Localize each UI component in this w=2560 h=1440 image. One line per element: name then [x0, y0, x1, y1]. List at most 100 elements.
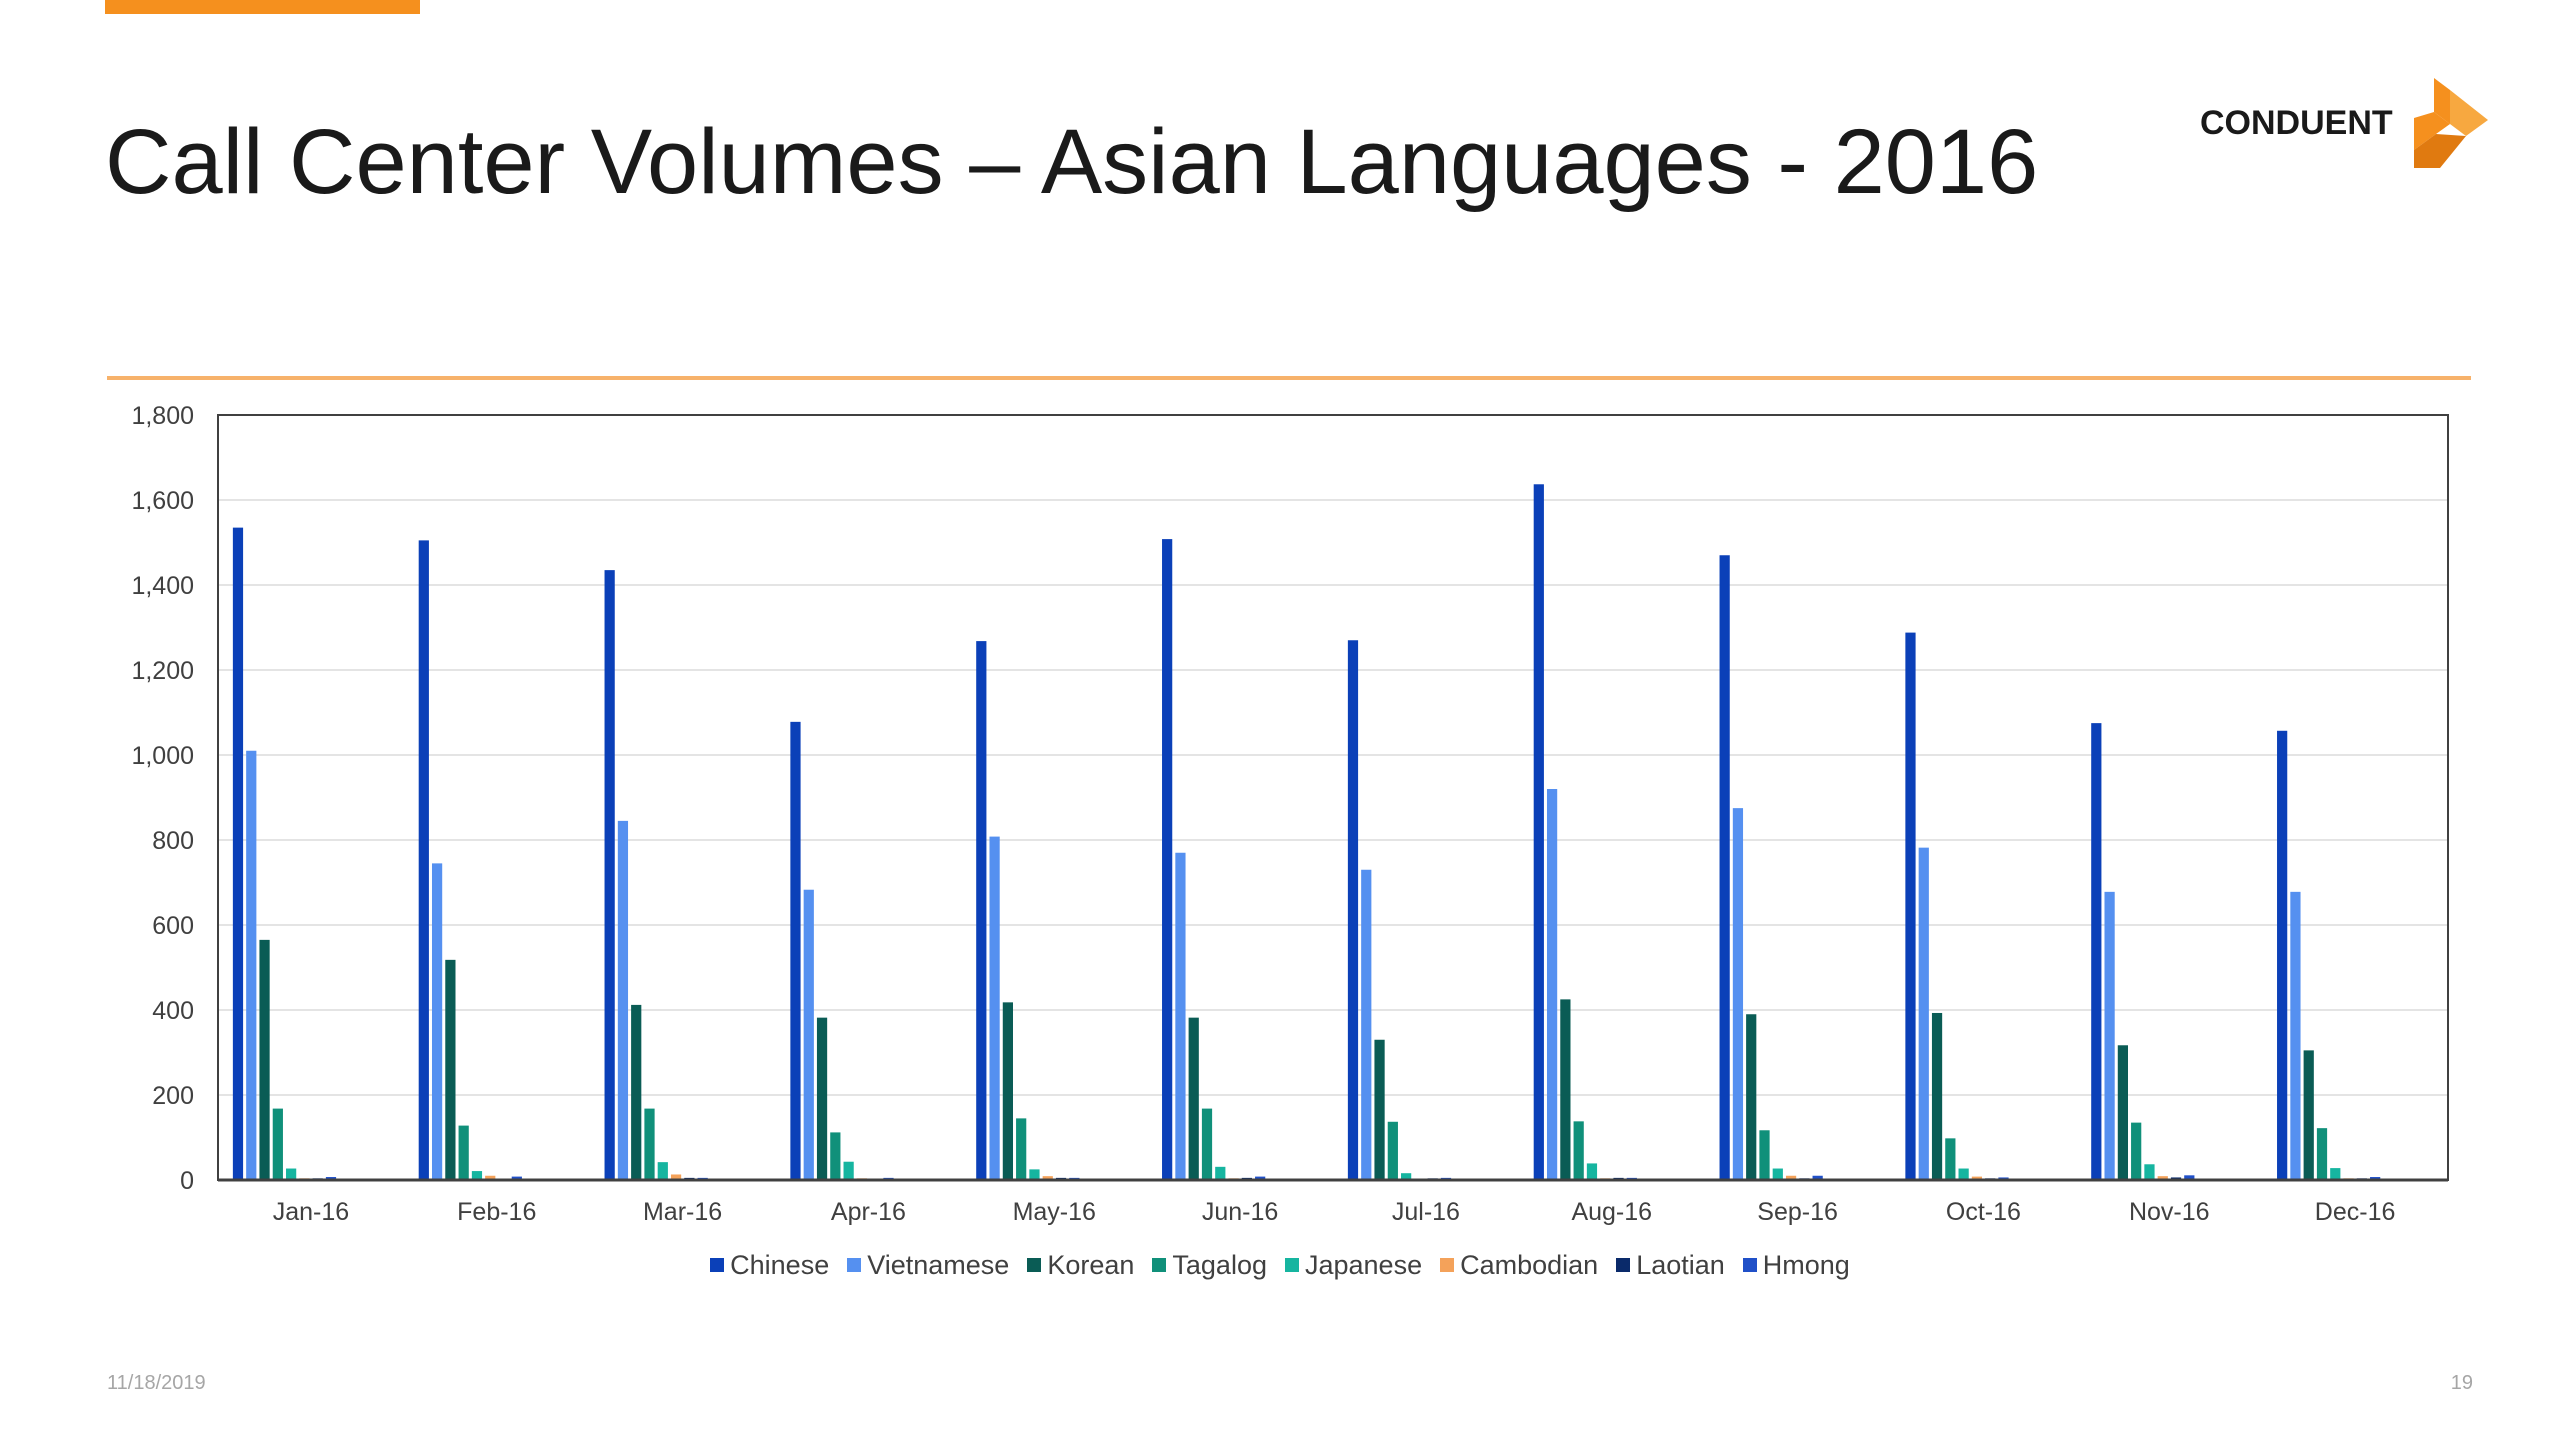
legend-item: Hmong — [1742, 1249, 1850, 1281]
bar-korean — [1931, 1012, 1943, 1180]
bar-korean — [1002, 1002, 1013, 1180]
bar-vietnamese — [1175, 852, 1186, 1180]
y-tick-label: 1,200 — [131, 657, 194, 685]
legend-label: Cambodian — [1460, 1249, 1599, 1280]
bar-korean — [1560, 999, 1571, 1180]
bar-japanese — [843, 1161, 854, 1180]
bar-chinese — [2091, 723, 2102, 1180]
bar-chinese — [2277, 730, 2288, 1180]
bar-japanese — [1586, 1163, 1598, 1180]
legend-swatch — [1440, 1258, 1455, 1272]
legend-item: Korean — [1027, 1250, 1134, 1281]
bar-tagalog — [1945, 1138, 1956, 1180]
slide-title: Call Center Volumes – Asian Languages - … — [105, 111, 2039, 213]
bar-korean — [259, 939, 270, 1180]
y-tick-label: 1,400 — [131, 572, 194, 600]
legend-item: Japanese — [1284, 1249, 1423, 1281]
legend-label: Hmong — [1762, 1249, 1850, 1280]
bar-vietnamese — [2290, 891, 2301, 1180]
bar-vietnamese — [2104, 891, 2115, 1180]
legend-label: Chinese — [730, 1249, 830, 1280]
bar-tagalog — [458, 1125, 469, 1180]
page-number: 19 — [2450, 1372, 2473, 1394]
bar-chinese — [1533, 484, 1544, 1180]
bar-chinese — [1162, 539, 1173, 1180]
x-tick-label: Jun-16 — [1202, 1198, 1278, 1226]
bar-korean — [445, 959, 456, 1180]
bar-chinese — [976, 641, 987, 1180]
y-tick-label: 800 — [152, 827, 194, 855]
bar-chinese — [418, 540, 429, 1180]
bar-vietnamese — [1732, 808, 1744, 1180]
bar-chinese — [1347, 640, 1359, 1180]
x-tick-label: Dec-16 — [2315, 1198, 2396, 1226]
bar-vietnamese — [1918, 847, 1929, 1180]
chart-legend: Chinese Vietnamese Korean Tagalog Japanese Ca… — [0, 1248, 2560, 1282]
bar-hmong — [1812, 1175, 1823, 1180]
y-tick-label: 0 — [180, 1167, 194, 1195]
bar-vietnamese — [246, 750, 257, 1180]
y-tick-label: 600 — [152, 912, 194, 940]
bar-japanese — [2144, 1164, 2155, 1180]
y-tick-label: 1,800 — [131, 402, 194, 430]
legend-swatch — [847, 1258, 862, 1272]
bar-tagalog — [830, 1132, 841, 1180]
title-divider — [107, 376, 2471, 380]
bar-korean — [631, 1004, 642, 1180]
bar-chinese — [1719, 555, 1730, 1180]
footer-date: 11/18/2019 — [107, 1372, 206, 1394]
legend-swatch — [1027, 1258, 1042, 1272]
y-tick-label: 1,600 — [131, 487, 194, 515]
legend-item: Cambodian — [1440, 1250, 1598, 1281]
bar-korean — [1374, 1039, 1385, 1180]
bar-vietnamese — [803, 889, 814, 1180]
legend-label: Japanese — [1304, 1249, 1423, 1280]
bar-tagalog — [1573, 1121, 1584, 1180]
legend-item: Laotian — [1616, 1250, 1725, 1281]
bar-tagalog — [1016, 1118, 1027, 1180]
bar-hmong — [511, 1176, 522, 1180]
bar-vietnamese — [989, 836, 1000, 1180]
bar-korean — [1188, 1017, 1199, 1180]
bar-japanese — [1772, 1168, 1783, 1180]
bar-japanese — [1401, 1173, 1412, 1180]
bar-chinese — [604, 570, 615, 1180]
conduent-logo: CONDUENT — [2200, 78, 2490, 168]
x-tick-label: May-16 — [1013, 1198, 1096, 1226]
bar-vietnamese — [1361, 869, 1372, 1180]
legend-item: Tagalog — [1152, 1250, 1267, 1281]
bar-hmong — [1255, 1176, 1266, 1180]
y-tick-label: 1,000 — [131, 742, 194, 770]
bar-cambodian — [1785, 1175, 1797, 1180]
bar-tagalog — [272, 1108, 283, 1180]
x-tick-label: Jan-16 — [273, 1198, 349, 1226]
bar-cambodian — [1971, 1176, 1983, 1180]
legend-label: Tagalog — [1172, 1249, 1267, 1280]
bar-korean — [2117, 1045, 2128, 1180]
bar-vietnamese — [431, 863, 443, 1180]
bar-vietnamese — [1546, 789, 1558, 1180]
x-tick-label: Sep-16 — [1757, 1198, 1838, 1226]
bar-tagalog — [644, 1108, 655, 1180]
x-tick-label: Aug-16 — [1571, 1198, 1652, 1226]
bar-hmong — [2184, 1175, 2195, 1180]
x-tick-label: Oct-16 — [1946, 1198, 2021, 1226]
bar-chinese — [790, 721, 801, 1180]
bar-japanese — [286, 1168, 297, 1180]
bar-tagalog — [1759, 1130, 1770, 1180]
x-tick-label: Feb-16 — [457, 1198, 536, 1226]
legend-swatch — [710, 1258, 725, 1272]
legend-label: Vietnamese — [867, 1249, 1010, 1280]
bar-korean — [2303, 1050, 2314, 1180]
x-tick-label: Jul-16 — [1392, 1198, 1460, 1226]
bar-chart: 0 200 400 600 800 1,000 1,200 1,400 1,600 1,800 Ja… — [131, 402, 2449, 1226]
legend-swatch — [1616, 1258, 1631, 1272]
bar-japanese — [1029, 1169, 1040, 1180]
bar-tagalog — [2131, 1122, 2142, 1180]
bar-japanese — [471, 1171, 483, 1180]
bar-chinese — [1905, 632, 1916, 1180]
x-tick-label: Mar-16 — [643, 1198, 722, 1226]
bar-korean — [816, 1017, 828, 1180]
y-tick-label: 200 — [152, 1082, 194, 1110]
bar-japanese — [657, 1162, 668, 1180]
